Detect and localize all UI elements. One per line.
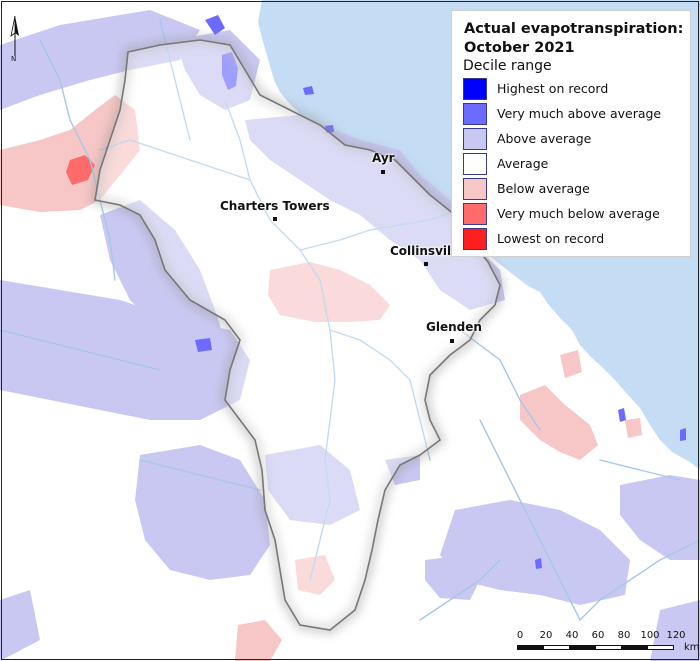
scale-tick-label: 60 [591, 630, 605, 641]
town-marker-charters-towers [273, 217, 277, 221]
legend-swatch [463, 178, 487, 200]
legend-label: Lowest on record [497, 231, 605, 246]
scale-tick-label: 100 [640, 630, 660, 641]
legend-label: Average [497, 156, 549, 171]
legend-item: Very much above average [463, 103, 683, 127]
below-average-regions [0, 95, 642, 661]
legend-swatch [463, 103, 487, 125]
scale-tick-label: 120 [666, 630, 686, 641]
legend-item: Below average [463, 178, 683, 202]
scale-segment [595, 645, 622, 650]
legend-swatch [463, 78, 487, 100]
above-average-regions [0, 10, 700, 661]
very-much-above-average-regions [195, 15, 686, 569]
catchment-boundary [90, 35, 505, 635]
scale-bar: 0 20 40 60 80 100 120 km [514, 630, 700, 656]
scale-tick-label: 20 [539, 630, 553, 641]
legend-swatch [463, 153, 487, 175]
legend-item: Above average [463, 128, 683, 152]
town-label-glenden: Glenden [426, 320, 482, 334]
town-marker-ayr [381, 170, 385, 174]
legend-title: Actual evapotranspiration: October 2021 [464, 21, 684, 56]
north-label: N [11, 55, 17, 63]
legend-label: Below average [497, 181, 590, 196]
legend-label: Very much above average [497, 106, 662, 121]
legend-item: Average [463, 153, 683, 177]
scale-unit: km [684, 642, 700, 653]
scale-segment [543, 645, 570, 650]
town-label-collinsville: Collinsvil [390, 244, 452, 258]
scale-segment [647, 645, 674, 650]
legend-swatch [463, 203, 487, 225]
legend-item: Lowest on record [463, 228, 683, 252]
catchment-interior [94, 39, 501, 631]
scale-tick-label: 40 [565, 630, 579, 641]
legend-subtitle: Decile range [463, 58, 552, 74]
north-arrow-icon [10, 15, 19, 56]
legend-item: Very much below average [463, 203, 683, 227]
scale-tick-label: 80 [617, 630, 631, 641]
legend-swatch [463, 228, 487, 250]
town-marker-glenden [450, 339, 454, 343]
town-label-ayr: Ayr [372, 151, 395, 165]
scale-tick-label: 0 [516, 630, 524, 641]
town-marker-collinsville [424, 262, 428, 266]
north-arrow [8, 15, 22, 68]
very-much-below-average-regions [66, 155, 95, 185]
scale-segment [517, 645, 544, 650]
rivers [0, 19, 700, 621]
scale-segment [569, 645, 596, 650]
legend-label: Above average [497, 131, 592, 146]
legend-label: Highest on record [497, 81, 609, 96]
legend: Actual evapotranspiration: October 2021 … [451, 10, 691, 257]
legend-item: Highest on record [463, 78, 683, 102]
town-label-charters-towers: Charters Towers [220, 199, 330, 213]
legend-swatch [463, 128, 487, 150]
scale-segment [621, 645, 648, 650]
legend-label: Very much below average [497, 206, 660, 221]
